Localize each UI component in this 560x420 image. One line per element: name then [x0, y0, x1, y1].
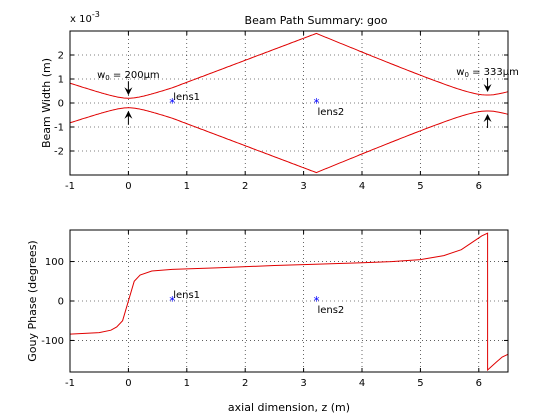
bot-xtick-label-6: 5 — [417, 378, 423, 389]
bot-xtick-label-2: 1 — [184, 378, 190, 389]
bottom-y-axis-label: Gouy Phase (degrees) — [26, 240, 39, 361]
bot-xtick-label-3: 2 — [242, 378, 248, 389]
bot-xtick-label-5: 4 — [359, 378, 365, 389]
top-ytick-label-0: -2 — [54, 147, 64, 158]
top-lens-marker-1: * — [313, 96, 319, 110]
bot-xtick-label-4: 3 — [300, 378, 306, 389]
gouy-phase-curve — [69, 232, 509, 372]
bottom-axes-box — [69, 229, 509, 373]
top-lens-label-1: lens2 — [317, 107, 344, 118]
top-lens-label-0: lens1 — [173, 92, 200, 103]
top-ytick-label-4: 2 — [58, 51, 64, 62]
bot-ytick-label-2: 100 — [45, 257, 64, 268]
bottom-lens-markers: *lens1 *lens2 — [169, 290, 344, 316]
waist-arrow-bottom-head-1 — [483, 113, 492, 122]
chart-title: Beam Path Summary: goo — [245, 14, 388, 27]
bot-ytick-label-1: 0 — [58, 297, 64, 308]
waist-annotations: w0 = 200µm w0 = 333µm — [97, 67, 519, 128]
top-xtick-label-3: 2 — [242, 181, 248, 192]
top-xtick-label-7: 6 — [476, 181, 482, 192]
top-ytick-label-1: -1 — [54, 123, 64, 134]
bot-xtick-label-1: 0 — [125, 378, 131, 389]
waist-label-1: w0 = 333µm — [456, 67, 519, 79]
waist-arrow-bottom-head-0 — [124, 110, 133, 119]
bottom-lens-label-0: lens1 — [173, 290, 200, 301]
bot-xtick-label-0: -1 — [65, 378, 75, 389]
top-xtick-label-0: -1 — [65, 181, 75, 192]
bottom-grid — [69, 230, 508, 372]
bottom-lens-marker-0: * — [169, 294, 175, 308]
beam-envelope-upper — [69, 32, 509, 99]
waist-label-0: w0 = 200µm — [97, 70, 160, 82]
top-axes-box — [69, 30, 509, 176]
exponent-label: x 10-3 — [70, 10, 100, 25]
top-xtick-label-6: 5 — [417, 181, 423, 192]
top-xtick-label-4: 3 — [300, 181, 306, 192]
waist-arrow-top-head-1 — [483, 84, 492, 93]
gouy-phase-line — [69, 232, 509, 372]
bot-ytick-label-0: -100 — [41, 336, 64, 347]
top-xtick-label-2: 1 — [184, 181, 190, 192]
top-x-tick-labels: -1 0 1 2 3 4 5 6 — [65, 181, 482, 192]
bottom-lens-label-1: lens2 — [317, 305, 344, 316]
bot-xtick-label-7: 6 — [476, 378, 482, 389]
top-ytick-label-2: 0 — [58, 99, 64, 110]
beam-envelope — [69, 32, 509, 174]
waist-arrow-top-head-0 — [124, 87, 133, 96]
top-xtick-label-1: 0 — [125, 181, 131, 192]
top-xtick-label-5: 4 — [359, 181, 365, 192]
top-grid — [69, 31, 508, 175]
top-ytick-label-3: 1 — [58, 75, 64, 86]
bottom-x-tick-labels: -1 0 1 2 3 4 5 6 — [65, 378, 482, 389]
beam-envelope-lower — [69, 107, 509, 174]
top-lens-marker-0: * — [169, 96, 175, 110]
bottom-lens-marker-1: * — [313, 294, 319, 308]
top-y-tick-labels: -2 -1 0 1 2 — [54, 51, 64, 158]
top-lens-markers: *lens1 *lens2 — [169, 92, 344, 118]
x-axis-label: axial dimension, z (m) — [228, 401, 350, 414]
bottom-y-tick-labels: -100 0 100 — [41, 257, 64, 347]
beam-width-panel: Beam Path Summary: goo x 10-3 *lens1 *len… — [40, 10, 519, 192]
top-y-axis-label: Beam Width (m) — [40, 58, 53, 148]
